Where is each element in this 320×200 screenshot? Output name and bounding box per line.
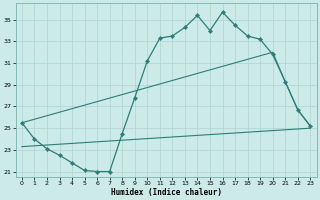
X-axis label: Humidex (Indice chaleur): Humidex (Indice chaleur) — [111, 188, 221, 197]
